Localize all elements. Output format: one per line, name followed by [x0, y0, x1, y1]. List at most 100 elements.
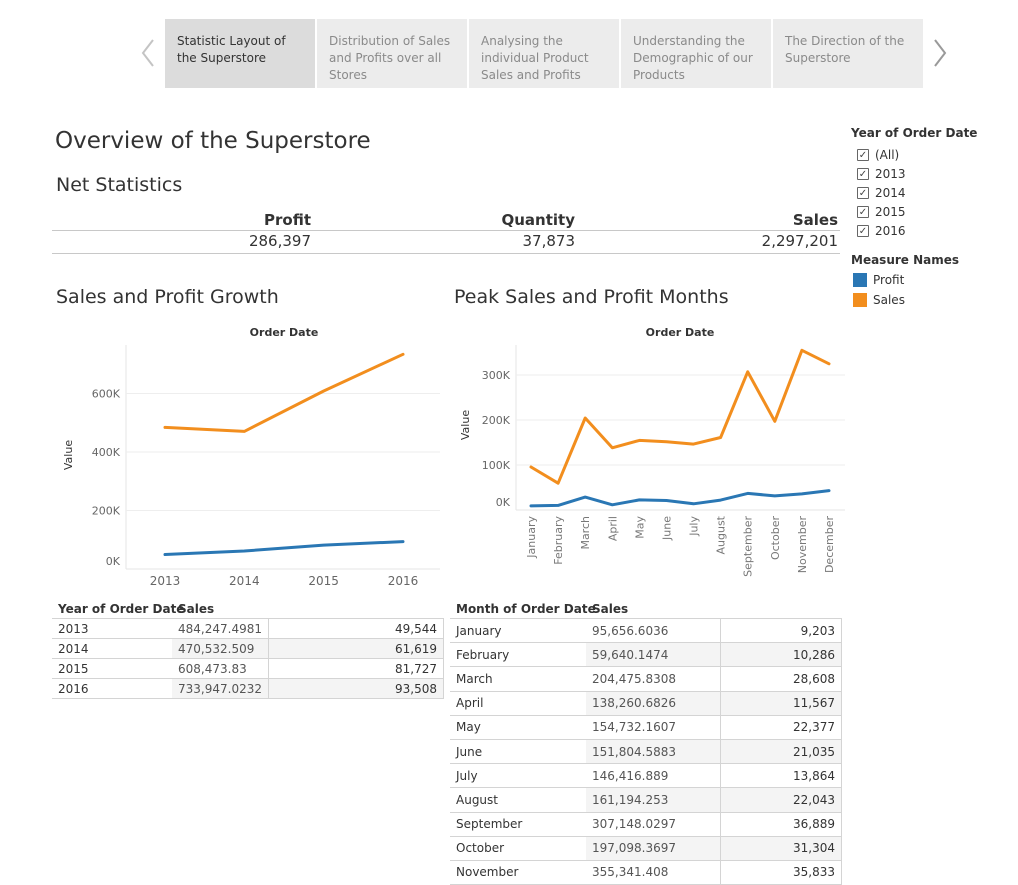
month-table-row: January 95,656.6036 9,203 [450, 617, 842, 644]
x-tick-label: March [579, 516, 592, 550]
legend-item-profit[interactable]: Profit [853, 273, 904, 287]
year-table-header-sales: Sales [178, 602, 215, 616]
stat-value-sales: 2,297,201 [761, 232, 838, 250]
series-line-sales[interactable] [529, 348, 831, 485]
profit-cell: 11,567 [720, 690, 842, 716]
y-tick-label: 200K [92, 505, 121, 518]
year-table-row: 2013 484,247.4981 49,544 [52, 618, 445, 639]
row-label: 2016 [52, 678, 172, 699]
legend-label: Profit [873, 273, 905, 287]
profit-cell: 93,508 [268, 678, 445, 699]
year-filter-2015[interactable]: ✓ 2015 [857, 203, 906, 221]
legend-item-sales[interactable]: Sales [853, 293, 905, 307]
month-table: January 95,656.6036 9,203 February 59,640.14… [450, 617, 842, 885]
profit-cell: 22,043 [720, 787, 842, 813]
month-table-row: February 59,640.1474 10,286 [450, 642, 842, 668]
x-tick-label: December [823, 516, 836, 574]
sales-cell: 484,247.4981 [172, 618, 269, 639]
x-tick-label: November [796, 516, 809, 574]
x-axis-title: Order Date [250, 326, 319, 339]
x-tick-label: July [688, 516, 701, 537]
story-tab-distribution[interactable]: Distribution of Sales and Profits over a… [317, 19, 467, 88]
story-tab-direction[interactable]: The Direction of the Superstore [773, 19, 923, 88]
months-chart-title: Peak Sales and Profit Months [454, 286, 729, 308]
row-label: August [450, 787, 586, 813]
profit-cell: 81,727 [268, 658, 445, 679]
y-tick-label: 200K [482, 414, 511, 427]
series-line-profit[interactable] [529, 489, 831, 508]
y-tick-label: 600K [92, 388, 121, 401]
month-table-header-sales: Sales [592, 602, 629, 616]
chevron-left-icon [141, 39, 154, 67]
profit-cell: 61,619 [268, 638, 445, 659]
month-table-header-month: Month of Order Date [456, 602, 596, 616]
sales-profit-growth-chart: Order Date Value 0K 200K 400K 600K 2013 2014 2… [62, 326, 440, 588]
year-filter-label: 2016 [875, 224, 906, 238]
profit-cell: 36,889 [720, 811, 842, 837]
year-filter-label: 2014 [875, 186, 906, 200]
x-tick-label: 2016 [388, 574, 419, 588]
row-label: April [450, 690, 586, 716]
stat-header-profit: Profit [264, 211, 311, 229]
month-table-row: March 204,475.8308 28,608 [450, 666, 842, 692]
y-axis-title: Value [62, 440, 75, 470]
month-table-row: April 138,260.6826 11,567 [450, 690, 842, 716]
year-table-row: 2014 470,532.509 61,619 [52, 638, 445, 659]
y-tick-label: 0K [496, 496, 511, 509]
checkbox-icon[interactable]: ✓ [857, 168, 869, 180]
sales-cell: 608,473.83 [172, 658, 269, 679]
year-table: 2013 484,247.4981 49,544 2014 470,532.509 61,… [52, 618, 445, 699]
month-table-row: August 161,194.253 22,043 [450, 787, 842, 813]
series-line-profit[interactable] [163, 540, 405, 556]
story-tab-product-analysis[interactable]: Analysing the individual Product Sales a… [469, 19, 619, 88]
row-label: January [450, 617, 586, 644]
profit-cell: 49,544 [268, 618, 445, 639]
sales-cell: 307,148.0297 [586, 811, 721, 837]
year-filter-label: (All) [875, 148, 900, 162]
year-filter-all[interactable]: ✓ (All) [857, 146, 899, 164]
year-filter-2013[interactable]: ✓ 2013 [857, 165, 906, 183]
y-tick-label: 300K [482, 369, 511, 382]
month-table-row: July 146,416.889 13,864 [450, 763, 842, 789]
story-tab-statistic-layout[interactable]: Statistic Layout of the Superstore [165, 19, 315, 88]
checkbox-icon[interactable]: ✓ [857, 206, 869, 218]
sales-cell: 355,341.408 [586, 859, 721, 885]
y-tick-label: 0K [106, 555, 121, 568]
sales-cell: 154,732.1607 [586, 714, 721, 740]
year-table-row: 2016 733,947.0232 93,508 [52, 678, 445, 699]
checkbox-icon[interactable]: ✓ [857, 187, 869, 199]
row-label: July [450, 763, 586, 789]
year-filter-2014[interactable]: ✓ 2014 [857, 184, 906, 202]
row-label: November [450, 859, 586, 885]
checkbox-icon[interactable]: ✓ [857, 225, 869, 237]
row-label: March [450, 666, 586, 692]
y-axis-title: Value [459, 410, 472, 440]
x-tick-label: August [715, 515, 728, 554]
x-tick-label: June [660, 516, 673, 541]
profit-cell: 9,203 [720, 617, 842, 644]
row-label: 2013 [52, 618, 172, 639]
profit-swatch-icon [853, 273, 867, 287]
profit-cell: 31,304 [720, 835, 842, 861]
series-line-sales[interactable] [163, 352, 405, 433]
profit-cell: 35,833 [720, 859, 842, 885]
profit-cell: 28,608 [720, 666, 842, 692]
next-story-arrow[interactable] [930, 36, 950, 70]
row-label: 2014 [52, 638, 172, 659]
year-filter-title: Year of Order Date [851, 126, 978, 140]
x-axis-title: Order Date [646, 326, 715, 339]
peak-months-chart: Order Date Value 0K 100K 200K 300K January Fe… [459, 326, 845, 577]
sales-cell: 151,804.5883 [586, 738, 721, 765]
sales-swatch-icon [853, 293, 867, 307]
year-table-header-year: Year of Order Date [58, 602, 185, 616]
prev-story-arrow[interactable] [138, 36, 158, 70]
page-title: Overview of the Superstore [55, 128, 371, 154]
row-label: 2015 [52, 658, 172, 679]
x-tick-label: January [525, 516, 538, 559]
story-tab-demographic[interactable]: Understanding the Demographic of our Pro… [621, 19, 771, 88]
checkbox-icon[interactable]: ✓ [857, 149, 869, 161]
stat-value-profit: 286,397 [248, 232, 311, 250]
legend-label: Sales [873, 293, 905, 307]
year-filter-2016[interactable]: ✓ 2016 [857, 222, 906, 240]
row-label: October [450, 835, 586, 861]
